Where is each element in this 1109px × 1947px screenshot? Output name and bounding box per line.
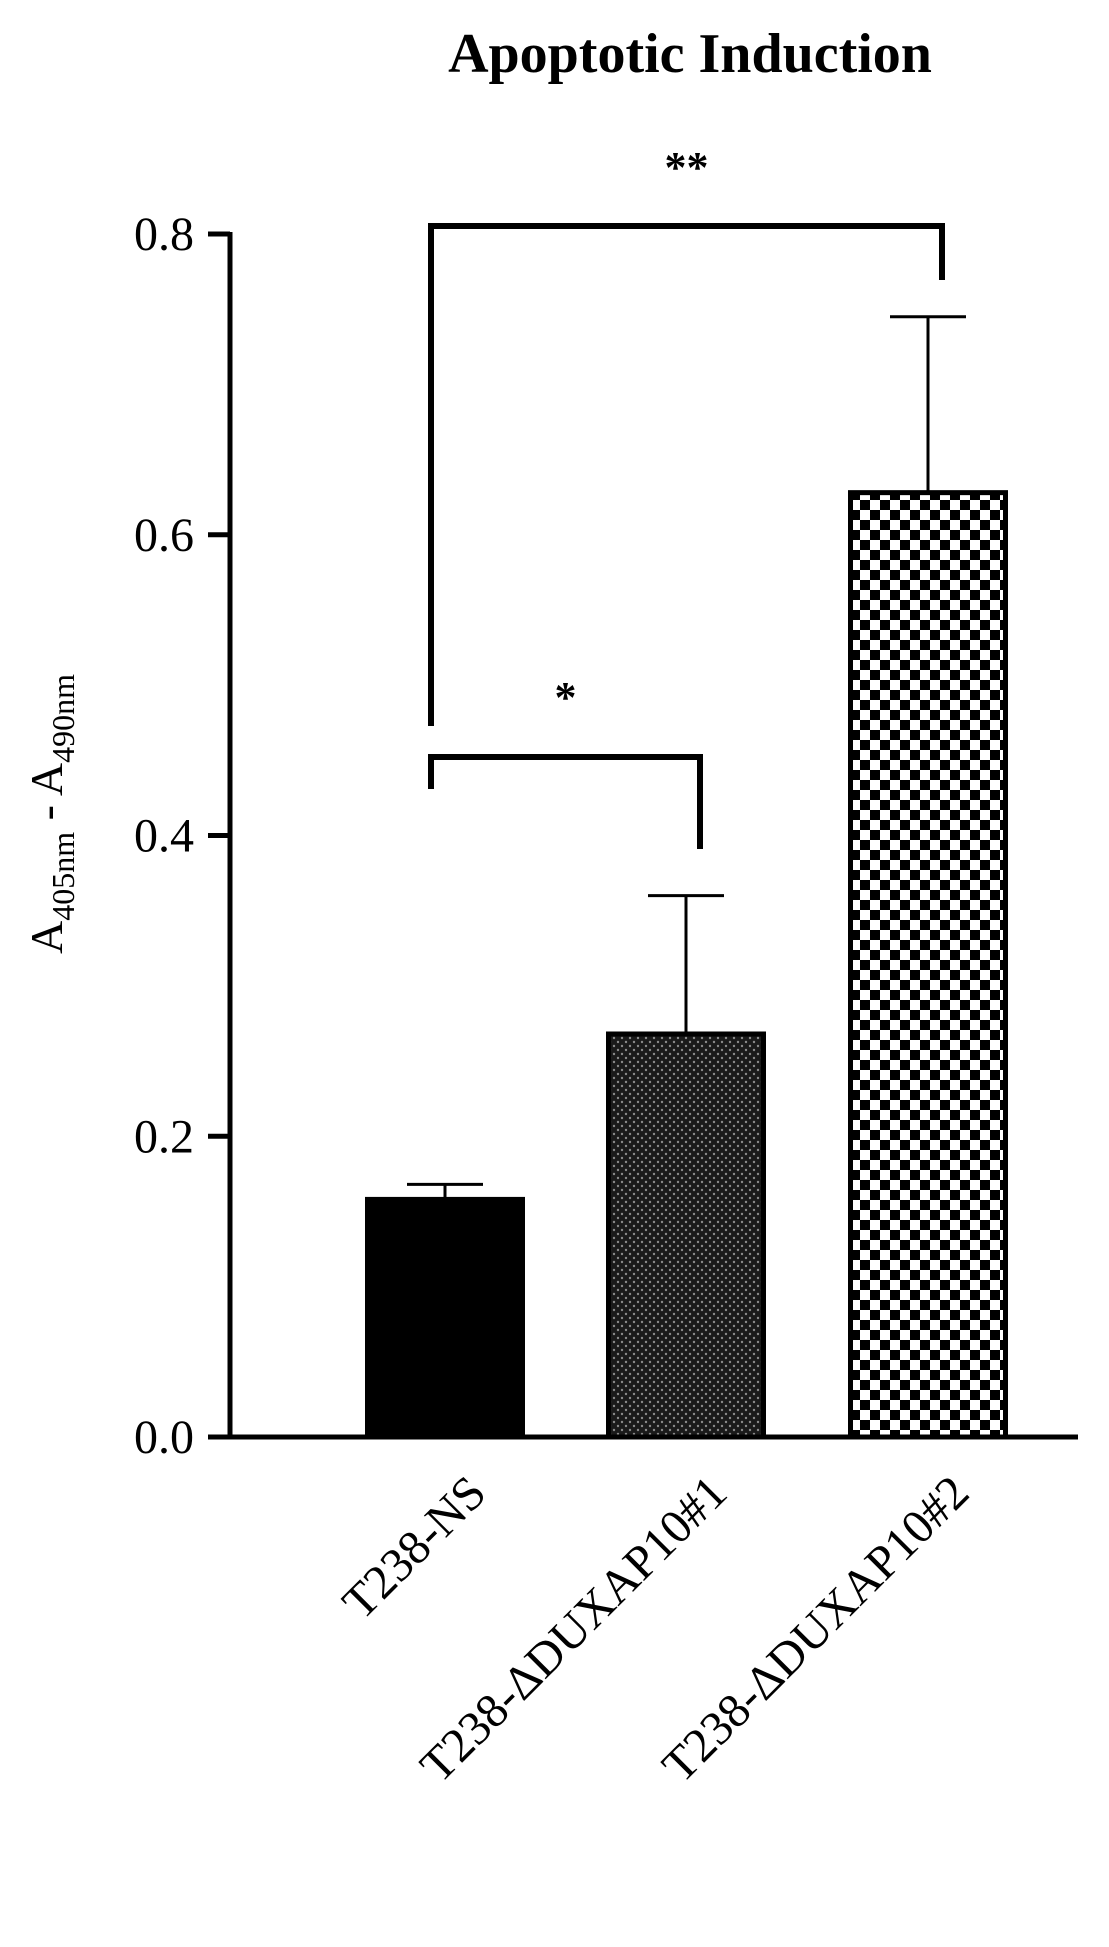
chart-title: Apoptotic Induction (448, 23, 932, 85)
error-bars (407, 315, 966, 1200)
bar-3 (848, 490, 1008, 1440)
significance-brackets: *** (428, 143, 945, 849)
y-tick-label: 0.4 (134, 810, 194, 863)
significance-bracket (428, 754, 703, 849)
y-axis-title-a: A (21, 921, 72, 954)
y-axis-title: A405nm - A490nm (21, 674, 81, 954)
y-tick-label: 0.2 (134, 1110, 194, 1163)
significance-bracket (428, 223, 945, 726)
significance-label: * (555, 673, 577, 722)
bars (365, 490, 1008, 1440)
y-axis-title-b-subscript: 490nm (45, 674, 81, 763)
y-tick-label: 0.6 (134, 509, 194, 562)
y-axis-title-b: A (21, 763, 72, 796)
y-axis-title-a-subscript: 405nm (45, 832, 81, 921)
y-tick-label: 0.0 (134, 1411, 194, 1464)
x-tick-label: T238-NS (332, 1466, 496, 1630)
bar-2 (606, 1031, 766, 1440)
svg-text:A405nm - A490nm: A405nm - A490nm (21, 674, 81, 954)
y-tick-label: 0.8 (134, 208, 194, 261)
significance-label: ** (665, 143, 709, 192)
y-axis-title-minus: - (21, 796, 72, 832)
bar-1 (365, 1196, 525, 1440)
